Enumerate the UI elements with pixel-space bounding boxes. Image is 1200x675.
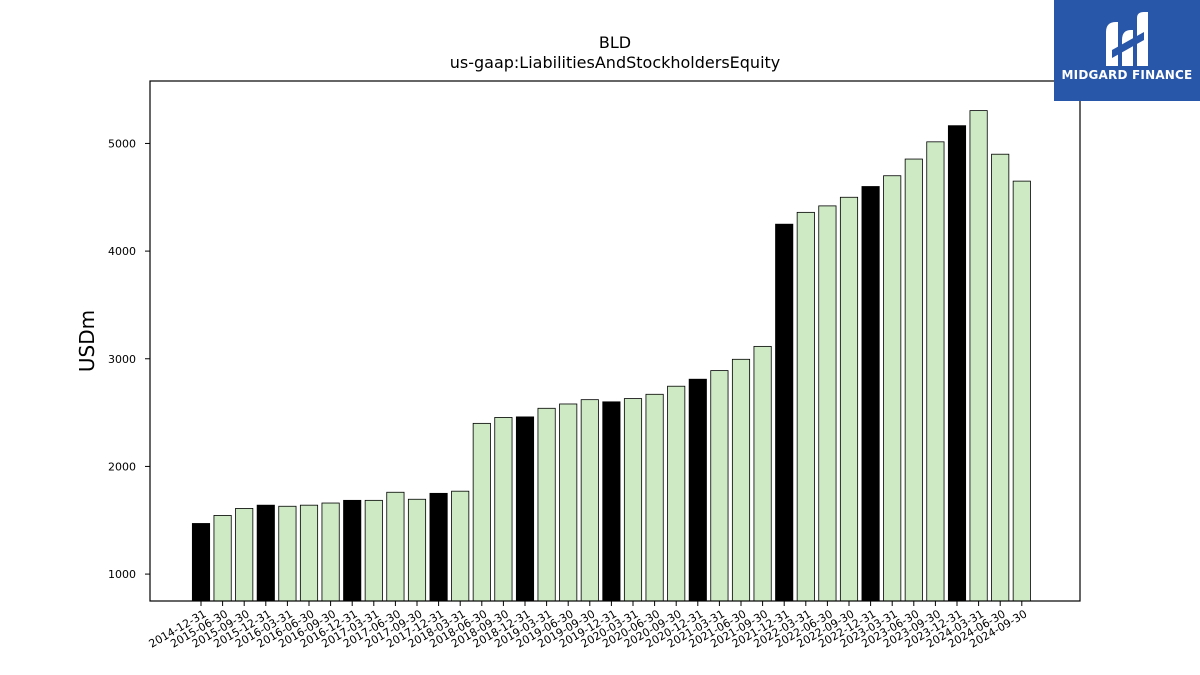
- bar-2018-03-31: [451, 490, 470, 602]
- bar-2020-03-31: [623, 398, 643, 602]
- bar-2014-12-31: [191, 523, 211, 602]
- bar-2015-09-30: [235, 508, 254, 602]
- y-tick-label: 2000: [108, 460, 136, 473]
- bar-2021-06-30: [731, 358, 751, 602]
- chart-subtitle: us-gaap:LiabilitiesAndStockholdersEquity: [450, 53, 781, 72]
- bar-2017-06-30: [386, 491, 405, 602]
- bar-2016-06-30: [299, 504, 319, 602]
- y-tick-label: 1000: [108, 568, 136, 581]
- bar-2017-12-31: [429, 492, 448, 602]
- bar-2022-06-30: [818, 205, 837, 602]
- bar-2016-12-31: [343, 499, 362, 602]
- bars-group: [191, 110, 1031, 602]
- bar-2023-09-30: [926, 141, 945, 602]
- bar-2019-06-30: [559, 403, 578, 602]
- bar-2020-09-30: [667, 385, 686, 602]
- bar-2024-06-30: [991, 153, 1010, 602]
- plot-frame: [149, 80, 1081, 602]
- bar-2022-03-31: [796, 211, 815, 602]
- bar-2017-09-30: [407, 498, 427, 602]
- bar-2024-09-30: [1012, 180, 1031, 602]
- bar-2016-03-31: [278, 505, 297, 602]
- bar-2015-06-30: [213, 515, 232, 602]
- y-tick-label: 3000: [108, 353, 136, 366]
- midgard-logo-icon: [1106, 12, 1148, 66]
- bar-2018-06-30: [472, 422, 491, 602]
- bar-2024-03-31: [969, 110, 988, 602]
- bar-2017-03-31: [364, 499, 383, 602]
- brand-name: MIDGARD FINANCE: [1061, 68, 1193, 82]
- bar-2015-12-31: [256, 504, 275, 602]
- y-axis-label: USDm: [75, 310, 99, 372]
- bar-2020-12-31: [688, 378, 707, 602]
- y-axis-ticks: 1000 2000 3000 4000 5000: [108, 137, 150, 581]
- y-tick-label: 4000: [108, 245, 136, 258]
- bar-2016-09-30: [321, 502, 340, 602]
- bar-2022-09-30: [839, 196, 859, 602]
- bar-2019-12-31: [602, 401, 621, 602]
- bar-2018-09-30: [494, 417, 513, 602]
- chart-title: BLD: [599, 33, 631, 52]
- bar-2021-09-30: [753, 345, 772, 602]
- brand-logo: MIDGARD FINANCE: [1054, 0, 1200, 101]
- bar-2021-03-31: [710, 370, 729, 602]
- bar-2023-12-31: [947, 125, 967, 602]
- bar-2023-03-31: [883, 175, 902, 602]
- bar-2018-12-31: [515, 416, 535, 602]
- bar-2020-06-30: [645, 393, 664, 602]
- y-tick-label: 5000: [108, 137, 136, 150]
- bar-2023-06-30: [904, 158, 923, 602]
- bar-2019-03-31: [537, 407, 556, 602]
- bar-2019-09-30: [580, 399, 599, 602]
- bar-2022-12-31: [861, 186, 880, 602]
- bar-2021-12-31: [775, 223, 794, 602]
- x-axis-ticks: 2014-12-312015-06-302015-09-302015-12-31…: [147, 601, 1029, 651]
